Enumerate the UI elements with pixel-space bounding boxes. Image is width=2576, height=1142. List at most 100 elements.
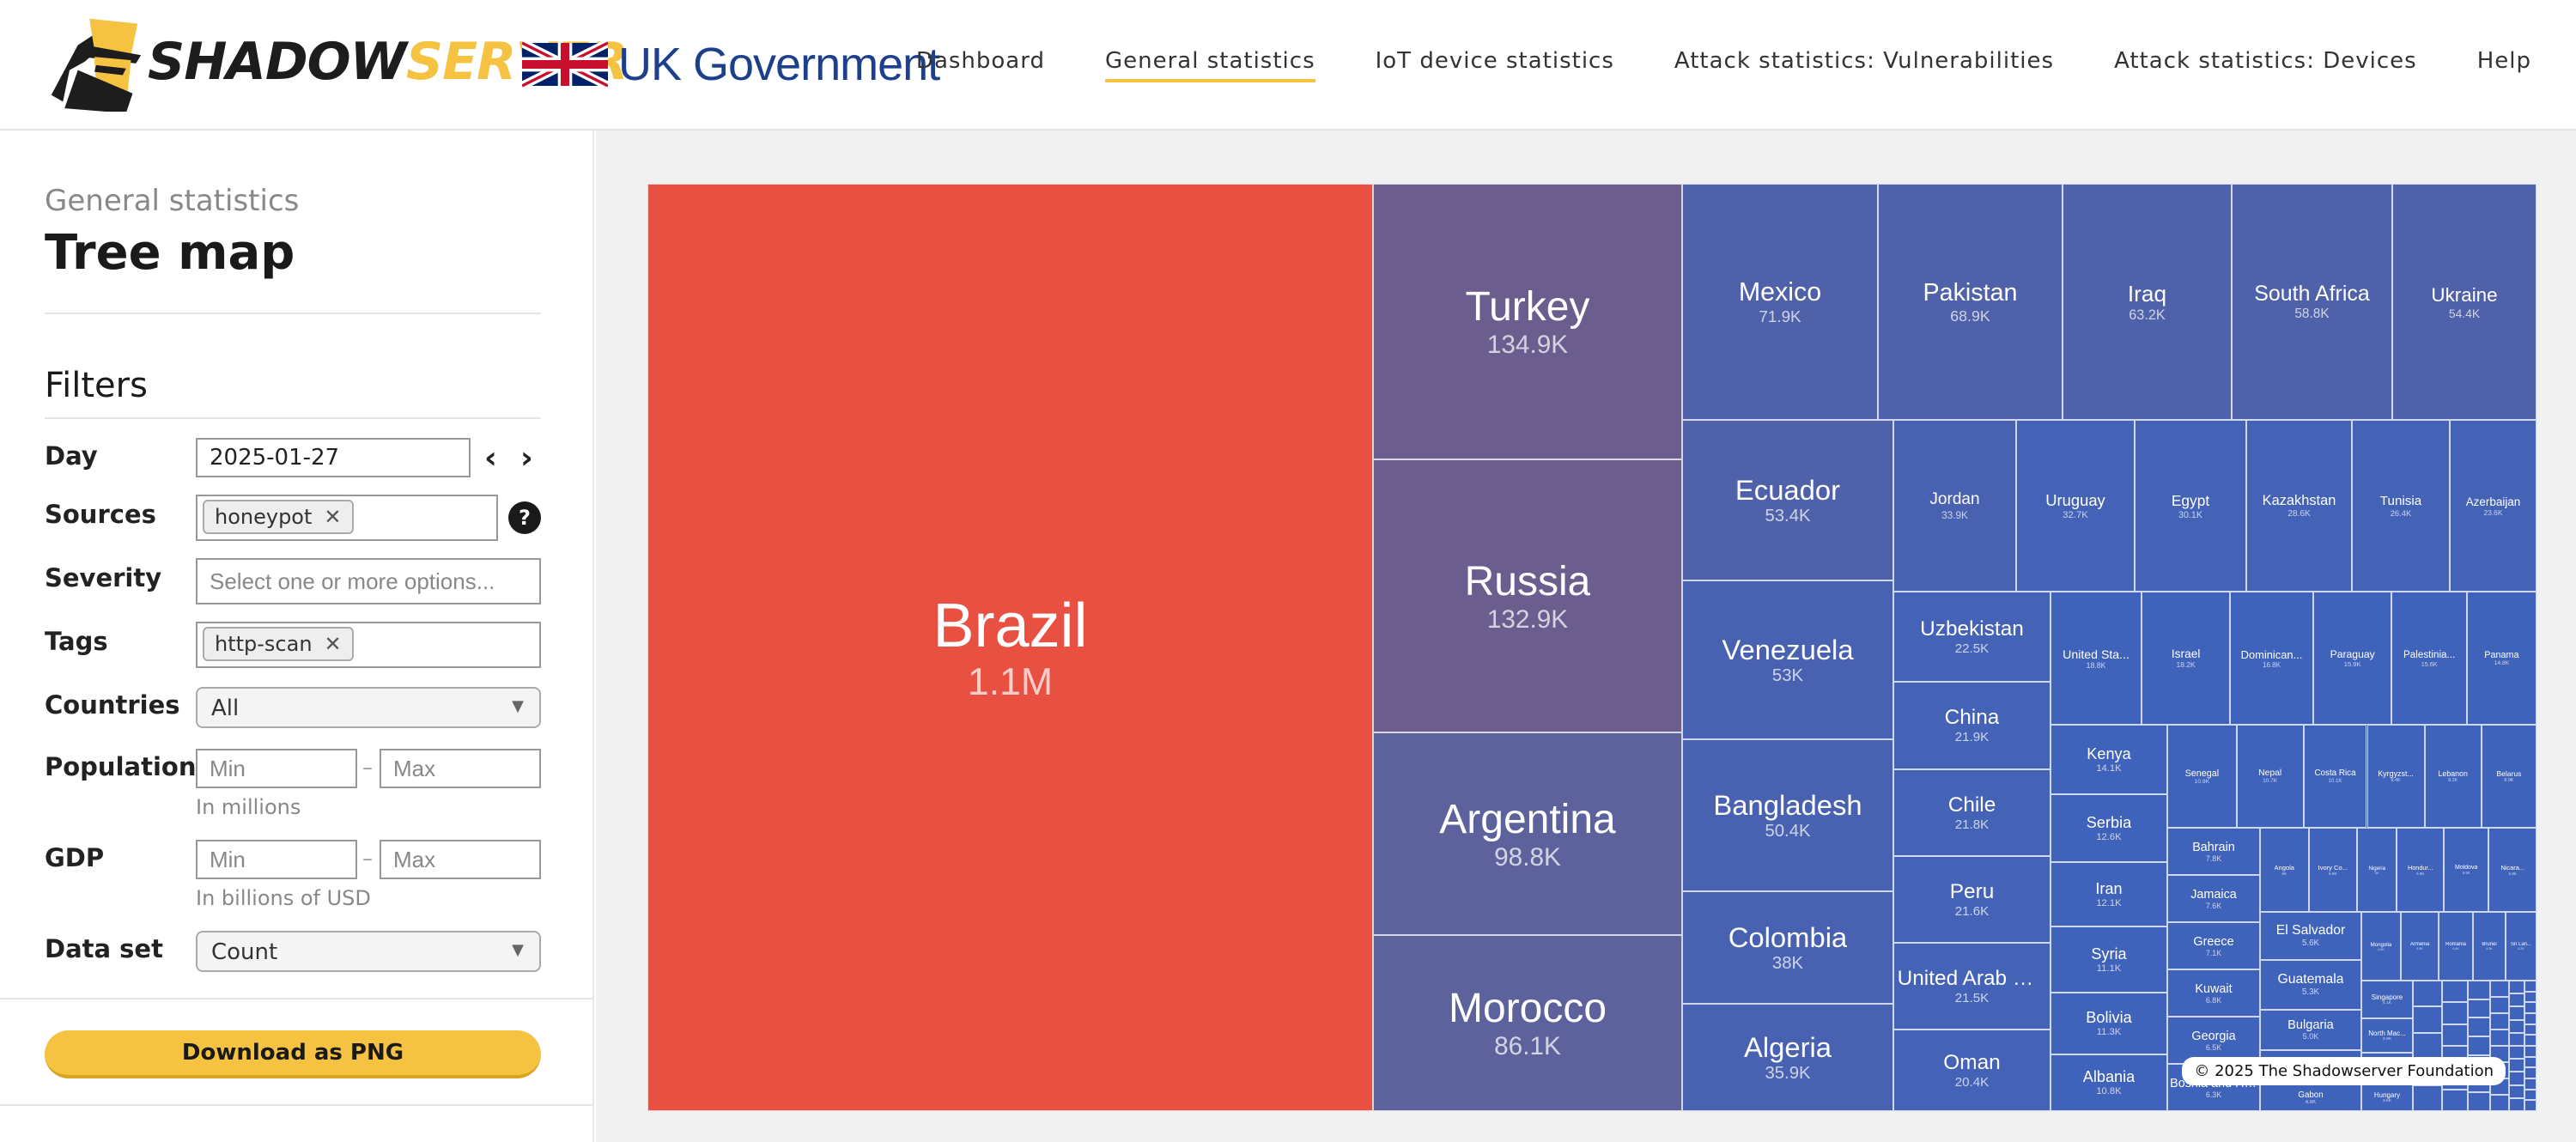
- treemap-cell-armenia[interactable]: Armenia 4.5K: [2401, 912, 2439, 981]
- treemap-cell-mongolia[interactable]: Mongolia 4.6K: [2361, 912, 2401, 981]
- dataset-select[interactable]: Count ▼: [196, 931, 541, 972]
- treemap-cell-singapore[interactable]: Singapore 4.1K: [2361, 981, 2413, 1018]
- treemap-cell-panama[interactable]: Panama 14.8K: [2466, 592, 2537, 725]
- gdp-max-input[interactable]: Max: [380, 840, 541, 879]
- day-input[interactable]: 2025-01-27: [196, 438, 471, 477]
- treemap-cell-sri-lan[interactable]: Sri Lan... 4.2K: [2506, 912, 2537, 981]
- treemap-cell-colombia[interactable]: Colombia 38K: [1682, 890, 1893, 1004]
- treemap-cell-small[interactable]: [2509, 1097, 2524, 1111]
- treemap-cell-small[interactable]: [2524, 1024, 2537, 1036]
- chip-remove-icon[interactable]: ✕: [324, 505, 342, 529]
- gdp-min-input[interactable]: Min: [196, 840, 357, 879]
- previous-day-icon[interactable]: ‹: [484, 440, 497, 476]
- treemap-cell-small[interactable]: [2509, 1046, 2524, 1060]
- treemap-cell-kyrgyzst[interactable]: Kyrgyzst... 9.4K: [2366, 725, 2425, 828]
- nav-general-statistics[interactable]: General statistics: [1104, 48, 1315, 82]
- treemap-cell-brazil[interactable]: Brazil 1.1M: [647, 184, 1373, 1111]
- treemap-cell-small[interactable]: [2509, 1006, 2524, 1020]
- treemap-cell-ivory-co[interactable]: Ivory Co... 5.9K: [2308, 828, 2358, 912]
- treemap-cell-peru[interactable]: Peru 21.6K: [1893, 855, 2050, 944]
- treemap-cell-greece[interactable]: Greece 7.1K: [2167, 922, 2260, 969]
- severity-multiselect[interactable]: Select one or more options...: [196, 558, 541, 604]
- treemap-cell-small[interactable]: [2442, 1089, 2468, 1111]
- treemap-cell-small[interactable]: [2468, 1092, 2490, 1111]
- download-png-button[interactable]: Download as PNG: [45, 1030, 541, 1078]
- treemap-cell-jamaica[interactable]: Jamaica 7.6K: [2167, 875, 2260, 922]
- treemap-cell-small[interactable]: [2509, 1072, 2524, 1085]
- nav-attack-devices[interactable]: Attack statistics: Devices: [2114, 48, 2417, 74]
- population-min-input[interactable]: Min: [196, 749, 357, 788]
- treemap-cell-turkey[interactable]: Turkey 134.9K: [1373, 184, 1682, 459]
- treemap-cell-small[interactable]: [2524, 981, 2537, 992]
- treemap-cell-nigeria[interactable]: Nigeria 5K: [2357, 828, 2397, 912]
- treemap-cell-small[interactable]: [2524, 991, 2537, 1003]
- treemap-cell-small[interactable]: [2509, 1032, 2524, 1046]
- treemap-cell-romania[interactable]: Romania 4.4K: [2439, 912, 2473, 981]
- treemap-cell-pakistan[interactable]: Pakistan 68.9K: [1878, 184, 2063, 420]
- treemap-cell-hondur[interactable]: Hondur... 5.9K: [2397, 828, 2444, 912]
- treemap-cell-small[interactable]: [2413, 981, 2442, 1007]
- treemap-cell-small[interactable]: [2468, 999, 2490, 1018]
- nav-help[interactable]: Help: [2476, 48, 2531, 74]
- treemap-cell-iraq[interactable]: Iraq 63.2K: [2063, 184, 2232, 420]
- treemap-cell-small[interactable]: [2524, 1013, 2537, 1024]
- treemap-cell-tunisia[interactable]: Tunisia 26.4K: [2352, 420, 2450, 592]
- treemap-cell-small[interactable]: [2442, 1024, 2468, 1046]
- treemap-cell-paraguay[interactable]: Paraguay 15.9K: [2312, 592, 2392, 725]
- treemap-cell-bulgaria[interactable]: Bulgaria 5.0K: [2260, 1009, 2361, 1050]
- treemap-cell-kenya[interactable]: Kenya 14.1K: [2050, 725, 2167, 794]
- treemap-cell-el-salvador[interactable]: El Salvador 5.6K: [2260, 912, 2361, 960]
- treemap-cell-senegal[interactable]: Senegal 10.9K: [2167, 725, 2237, 828]
- treemap-cell-israel[interactable]: Israel 18.2K: [2142, 592, 2231, 725]
- treemap-cell-russia[interactable]: Russia 132.9K: [1373, 459, 1682, 732]
- treemap-cell-guatemala[interactable]: Guatemala 5.3K: [2260, 959, 2361, 1010]
- treemap-cell-small[interactable]: [2524, 1035, 2537, 1046]
- treemap-cell-small[interactable]: [2509, 1059, 2524, 1072]
- treemap-cell-palestinia[interactable]: Palestinia... 15.6K: [2391, 592, 2467, 725]
- treemap-cell-venezuela[interactable]: Venezuela 53K: [1682, 580, 1893, 739]
- treemap-cell-ukraine[interactable]: Ukraine 54.4K: [2392, 184, 2537, 420]
- treemap-cell-united-arab-emirates[interactable]: United Arab Emirates21.5K: [1893, 943, 2050, 1030]
- treemap-cell-small[interactable]: [2490, 997, 2509, 1013]
- treemap-cell-hungary[interactable]: Hungary 3.5K: [2361, 1084, 2413, 1111]
- tags-multiselect[interactable]: http-scan ✕: [196, 622, 541, 668]
- treemap-cell-lebanon[interactable]: Lebanon 9.2K: [2424, 725, 2482, 828]
- treemap-cell-small[interactable]: [2442, 981, 2468, 1003]
- treemap-cell-small[interactable]: [2490, 1095, 2509, 1111]
- treemap-cell-small[interactable]: [2524, 1078, 2537, 1090]
- treemap-cell-nicara[interactable]: Nicara... 5.8K: [2488, 828, 2537, 912]
- treemap-cell-small[interactable]: [2413, 1032, 2442, 1060]
- treemap-cell-belarus[interactable]: Belarus 8.9K: [2481, 725, 2537, 828]
- breadcrumb[interactable]: General statistics: [45, 184, 300, 218]
- treemap-cell-united-sta[interactable]: United Sta... 18.8K: [2050, 592, 2142, 725]
- nav-iot-device-statistics[interactable]: IoT device statistics: [1375, 48, 1614, 74]
- treemap-cell-small[interactable]: [2490, 1030, 2509, 1046]
- nav-attack-vulnerabilities[interactable]: Attack statistics: Vulnerabilities: [1674, 48, 2055, 74]
- treemap-cell-small[interactable]: [2468, 1017, 2490, 1037]
- population-max-input[interactable]: Max: [380, 749, 541, 788]
- treemap-cell-oman[interactable]: Oman 20.4K: [1893, 1029, 2050, 1111]
- treemap-cell-costa-rica[interactable]: Costa Rica 10.1K: [2303, 725, 2367, 828]
- treemap-cell-small[interactable]: [2524, 1046, 2537, 1057]
- treemap-cell-small[interactable]: [2468, 1036, 2490, 1055]
- treemap-cell-egypt[interactable]: Egypt 30.1K: [2135, 420, 2246, 592]
- treemap-cell-small[interactable]: [2509, 1019, 2524, 1033]
- treemap-cell-nepal[interactable]: Nepal 10.7K: [2236, 725, 2304, 828]
- next-day-icon[interactable]: ›: [520, 440, 533, 476]
- treemap-cell-uzbekistan[interactable]: Uzbekistan 22.5K: [1893, 592, 2050, 683]
- treemap-cell-bangladesh[interactable]: Bangladesh 50.4K: [1682, 738, 1893, 891]
- treemap-cell-small[interactable]: [2524, 1056, 2537, 1068]
- treemap-cell-syria[interactable]: Syria 11.1K: [2050, 926, 2167, 993]
- treemap-cell-ecuador[interactable]: Ecuador 53.4K: [1682, 420, 1893, 580]
- treemap-cell-uruguay[interactable]: Uruguay 32.7K: [2016, 420, 2135, 592]
- treemap-cell-jordan[interactable]: Jordan 33.9K: [1893, 420, 2016, 592]
- treemap-cell-iran[interactable]: Iran 12.1K: [2050, 861, 2167, 926]
- treemap-cell-small[interactable]: [2413, 1084, 2442, 1111]
- treemap-cell-south-africa[interactable]: South Africa 58.8K: [2232, 184, 2392, 420]
- treemap-cell-small[interactable]: [2490, 981, 2509, 997]
- treemap-cell-small[interactable]: [2524, 1067, 2537, 1078]
- treemap-cell-small[interactable]: [2509, 1084, 2524, 1098]
- treemap-cell-mexico[interactable]: Mexico 71.9K: [1682, 184, 1878, 420]
- treemap-cell-small[interactable]: [2509, 981, 2524, 994]
- chip-remove-icon[interactable]: ✕: [324, 632, 342, 656]
